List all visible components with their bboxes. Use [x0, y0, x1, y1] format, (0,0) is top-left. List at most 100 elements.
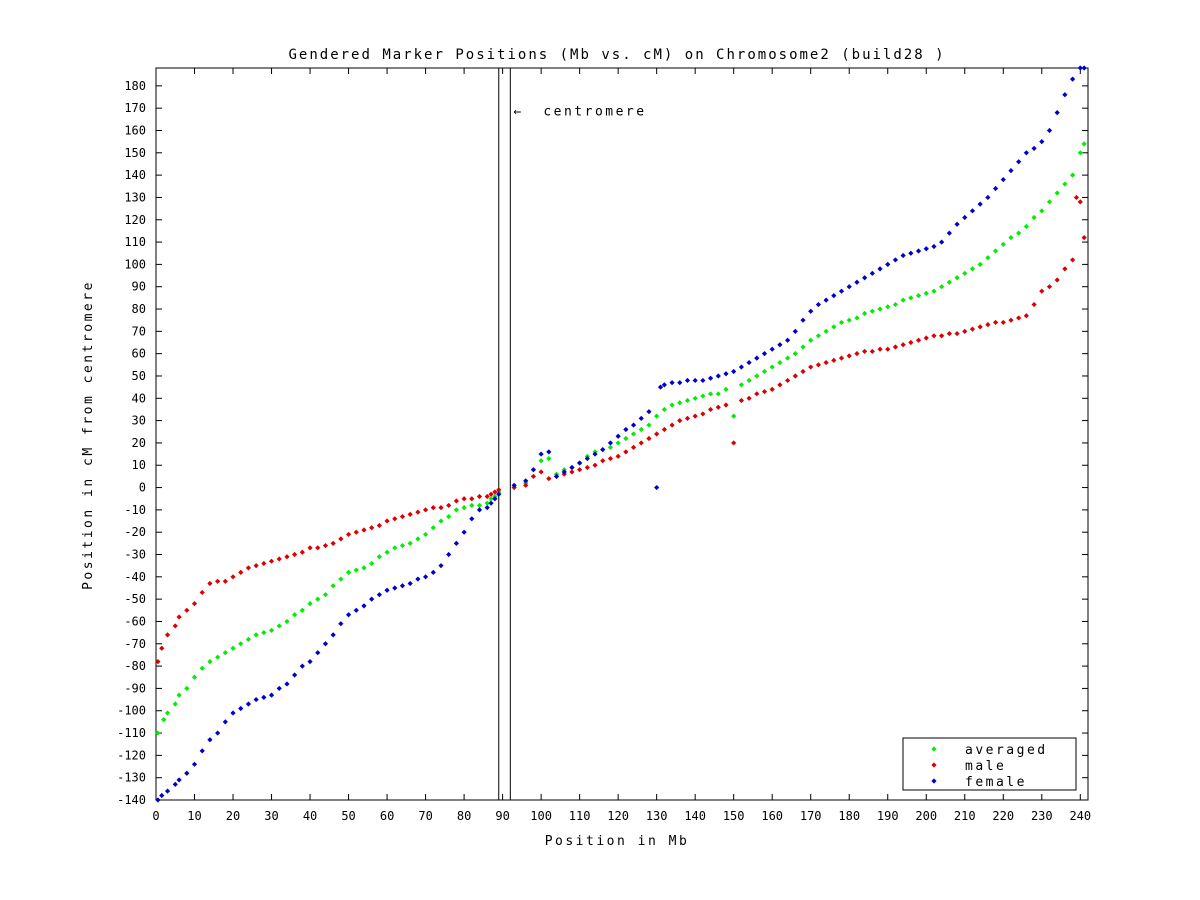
averaged-point — [199, 665, 205, 671]
y-tick-label: 90 — [132, 280, 146, 294]
y-tick-label: 0 — [139, 481, 146, 495]
averaged-point — [754, 373, 760, 379]
averaged-point — [422, 531, 429, 538]
y-tick-label: 20 — [132, 436, 146, 450]
averaged-point — [846, 317, 852, 323]
female-point — [800, 317, 806, 323]
male-point — [723, 402, 729, 408]
female-point — [292, 672, 298, 678]
averaged-point — [430, 525, 436, 531]
male-point — [854, 351, 860, 357]
averaged-point — [877, 306, 883, 312]
female-point — [846, 284, 852, 290]
female-point — [1000, 176, 1006, 183]
male-point — [800, 368, 806, 375]
male-point — [715, 404, 721, 410]
male-point — [985, 322, 991, 328]
x-tick-label: 0 — [152, 809, 159, 823]
male-point — [769, 386, 775, 392]
female-point — [885, 261, 891, 267]
y-tick-label: -50 — [124, 592, 146, 606]
male-point — [191, 601, 198, 607]
female-point — [746, 359, 752, 366]
female-point — [307, 659, 313, 665]
averaged-point — [815, 333, 822, 339]
male-point — [1077, 199, 1083, 205]
female-point — [977, 201, 983, 207]
averaged-point — [1023, 223, 1029, 230]
averaged-point — [638, 426, 644, 433]
male-point — [488, 491, 494, 497]
averaged-point — [769, 364, 775, 370]
male-point — [607, 455, 614, 462]
male-point — [761, 388, 768, 395]
male-point — [661, 426, 667, 433]
averaged-point — [746, 377, 752, 384]
averaged-point — [253, 632, 259, 638]
x-tick-label: 140 — [684, 809, 706, 823]
male-point — [1062, 266, 1068, 272]
male-point — [245, 565, 252, 571]
female-point — [939, 239, 945, 245]
female-point — [338, 621, 344, 627]
y-tick-label: 130 — [124, 190, 146, 204]
y-tick-label: 120 — [124, 213, 146, 227]
female-point — [962, 214, 968, 221]
male-point — [461, 496, 467, 502]
male-point — [415, 509, 421, 515]
male-point — [230, 574, 236, 580]
averaged-point — [1054, 190, 1060, 196]
averaged-point — [538, 458, 544, 464]
averaged-point — [831, 324, 837, 330]
male-point — [1008, 317, 1014, 323]
female-point — [1081, 65, 1087, 71]
averaged-point — [885, 304, 891, 310]
averaged-point — [723, 386, 729, 392]
male-point — [159, 645, 165, 651]
legend-label-averaged: averaged — [965, 743, 1048, 758]
male-point — [530, 473, 537, 480]
y-tick-label: -90 — [124, 681, 146, 695]
averaged-point — [292, 612, 298, 618]
female-point — [1023, 150, 1029, 156]
female-point — [569, 464, 575, 471]
female-point — [276, 685, 282, 692]
male-point — [446, 502, 452, 509]
x-axis: 0 10 20 30 40 50 60 70 80 90 100 110 120 130 140 150 160… — [152, 68, 1091, 823]
male-point — [338, 536, 344, 542]
male-point — [307, 545, 313, 551]
female-point — [623, 426, 629, 433]
female-point — [496, 491, 502, 497]
averaged-point — [376, 554, 382, 560]
averaged-point — [892, 301, 899, 308]
legend-label-female: female — [965, 775, 1027, 790]
female-point — [261, 694, 267, 700]
male-point — [422, 507, 429, 513]
female-point — [815, 301, 822, 308]
series-male — [155, 194, 1087, 665]
female-point — [854, 279, 860, 285]
female-point — [546, 449, 552, 455]
male-point — [792, 373, 798, 379]
male-point — [577, 467, 583, 473]
x-tick-label: 220 — [992, 809, 1014, 823]
female-point — [230, 710, 236, 716]
averaged-point — [946, 279, 952, 285]
y-tick-label: -60 — [124, 614, 146, 628]
female-point — [615, 433, 621, 439]
female-point — [422, 574, 429, 580]
legend-marker-female — [931, 778, 937, 784]
male-point — [199, 589, 205, 596]
male-point — [1046, 284, 1053, 290]
male-point — [684, 415, 691, 421]
averaged-point — [630, 431, 637, 437]
male-point — [215, 578, 221, 584]
female-point — [657, 384, 664, 390]
male-point — [992, 319, 999, 326]
female-point — [376, 592, 382, 598]
male-point — [808, 364, 814, 370]
male-point — [962, 328, 968, 334]
female-point — [176, 777, 182, 783]
legend-label-male: male — [965, 759, 1006, 774]
averaged-point — [862, 310, 868, 317]
